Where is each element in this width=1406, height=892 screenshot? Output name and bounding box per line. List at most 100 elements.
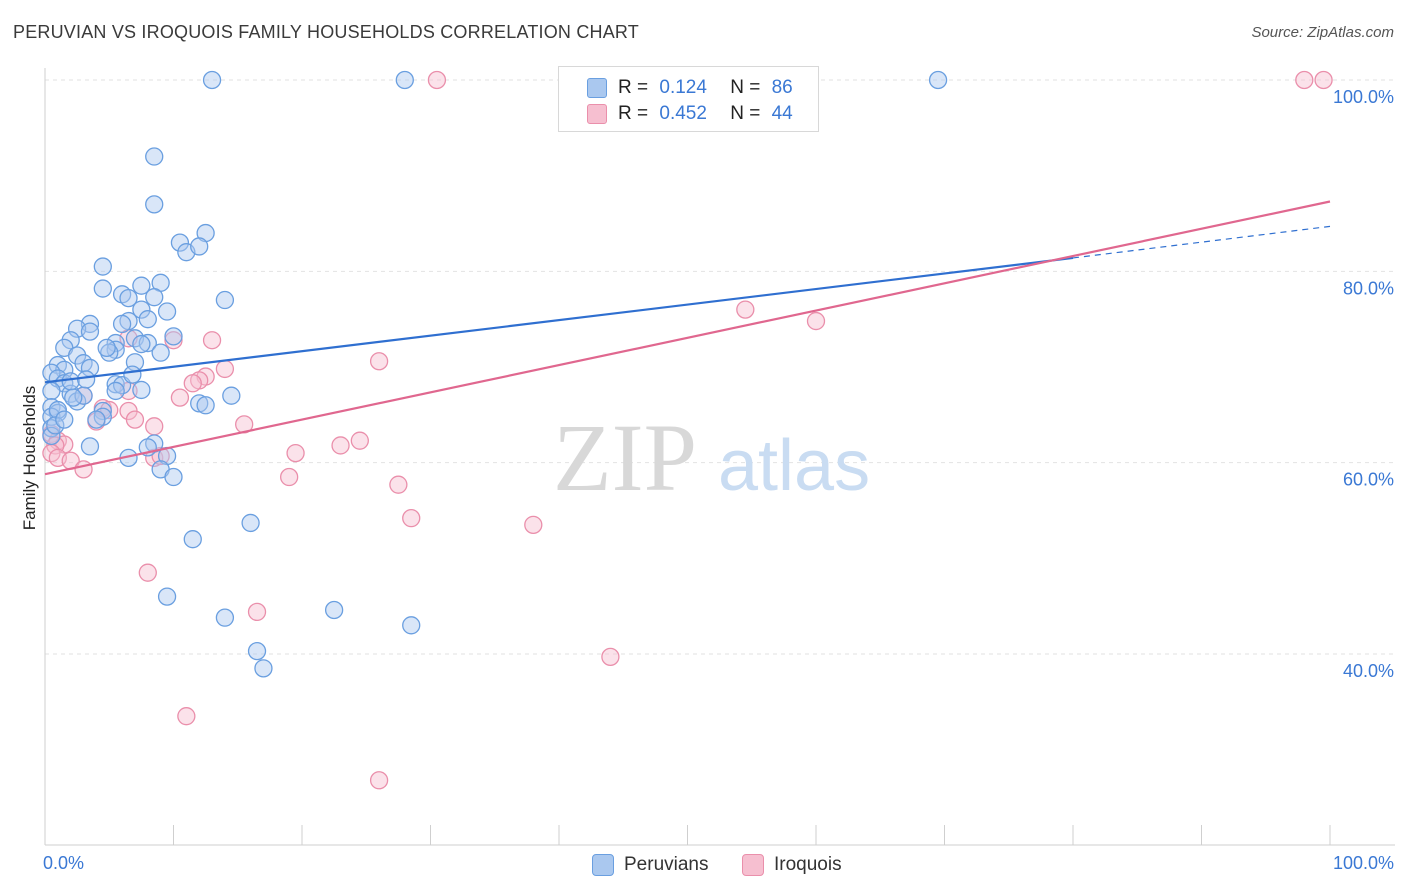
- data-point: [170, 388, 190, 407]
- data-point: [100, 400, 119, 420]
- data-point: [100, 343, 119, 362]
- data-point: [132, 334, 151, 354]
- data-point: [106, 333, 125, 353]
- r-label: R =: [618, 77, 649, 98]
- data-point: [369, 771, 389, 790]
- data-point: [215, 359, 235, 379]
- data-point: [151, 343, 170, 362]
- data-point: [177, 707, 196, 726]
- data-point: [402, 616, 421, 635]
- data-point: [402, 509, 421, 528]
- data-point: [389, 475, 408, 494]
- data-point: [331, 436, 350, 455]
- data-point: [106, 375, 125, 394]
- data-point: [928, 70, 948, 90]
- data-point: [190, 237, 209, 256]
- iroquois-swatch: [742, 854, 764, 876]
- data-point: [74, 460, 93, 479]
- data-point: [125, 410, 145, 429]
- data-point: [427, 70, 447, 90]
- data-point: [76, 370, 96, 389]
- data-point: [132, 300, 151, 319]
- data-point: [55, 410, 74, 429]
- watermark: ZIP atlas: [553, 404, 870, 511]
- data-point: [222, 386, 241, 405]
- data-point: [106, 381, 125, 401]
- r-value: 0.452: [659, 103, 707, 124]
- chart-source: Source: ZipAtlas.com: [1251, 24, 1394, 41]
- data-point: [145, 147, 164, 166]
- data-point: [145, 195, 164, 214]
- series-legend: Peruvians Iroquois: [0, 850, 1406, 880]
- data-point: [196, 396, 215, 415]
- data-point: [80, 437, 100, 456]
- data-point: [112, 314, 132, 334]
- data-point: [48, 400, 67, 420]
- data-point: [132, 276, 151, 295]
- data-point: [190, 394, 209, 413]
- y-tick-label: 100.0%: [1333, 87, 1394, 107]
- axes: [44, 68, 1395, 846]
- data-point: [215, 608, 235, 627]
- data-point: [241, 513, 260, 533]
- data-point: [93, 257, 112, 276]
- data-point: [279, 467, 299, 487]
- data-point: [145, 288, 164, 307]
- n-value: 44: [771, 103, 793, 124]
- data-point: [215, 290, 235, 310]
- trend-line: [44, 256, 1074, 384]
- watermark-zip: ZIP: [553, 404, 697, 511]
- data-point: [164, 467, 183, 487]
- legend-item-iroquois[interactable]: Iroquois: [742, 850, 842, 880]
- legend-row-text: R = 0.124 N = 86: [618, 77, 793, 99]
- data-point: [61, 372, 80, 391]
- gridlines: [45, 79, 1395, 655]
- y-tick-label: 80.0%: [1343, 278, 1394, 298]
- data-point: [93, 279, 112, 298]
- trend-line-dashed: [1072, 225, 1331, 259]
- legend-item-peruvians[interactable]: Peruvians: [592, 850, 709, 880]
- data-point: [1314, 70, 1333, 90]
- data-point: [119, 288, 138, 308]
- data-point: [806, 311, 826, 331]
- n-label: N =: [730, 103, 761, 124]
- legend-label-iroquois: Iroquois: [774, 854, 842, 875]
- data-point: [254, 659, 273, 678]
- n-label: N =: [730, 77, 761, 98]
- tick-labels: 40.0% 60.0% 80.0% 100.0% 0.0% 100.0%: [43, 87, 1394, 873]
- data-point: [1295, 70, 1314, 90]
- data-point: [170, 233, 190, 252]
- data-point: [601, 647, 620, 667]
- y-tick-label: 60.0%: [1343, 470, 1394, 490]
- data-point: [324, 600, 344, 620]
- data-point: [138, 310, 157, 329]
- data-point: [138, 563, 157, 582]
- data-point: [524, 515, 543, 534]
- data-point: [202, 331, 222, 350]
- x-tick-label: 100.0%: [1333, 853, 1394, 873]
- data-point: [138, 333, 157, 353]
- chart-title: PERUVIAN VS IROQUOIS FAMILY HOUSEHOLDS C…: [13, 22, 639, 42]
- data-point: [97, 338, 116, 358]
- x-tick-label: 0.0%: [43, 853, 84, 873]
- data-point: [132, 380, 151, 400]
- data-point: [736, 300, 755, 319]
- data-point: [46, 416, 65, 435]
- r-label: R =: [618, 103, 649, 124]
- data-point: [42, 381, 61, 401]
- watermark-atlas: atlas: [718, 426, 870, 506]
- data-point: [247, 641, 267, 661]
- peruvians-points: [42, 70, 948, 678]
- peruvians-swatch: [587, 78, 607, 98]
- trend-line: [44, 200, 1331, 476]
- data-point: [123, 365, 142, 384]
- data-point: [42, 426, 61, 446]
- data-point: [164, 327, 183, 346]
- data-point: [286, 443, 305, 463]
- trend-lines: [44, 200, 1331, 476]
- data-point: [247, 602, 267, 622]
- data-point: [80, 322, 100, 341]
- data-point: [145, 417, 164, 436]
- data-point: [183, 374, 202, 393]
